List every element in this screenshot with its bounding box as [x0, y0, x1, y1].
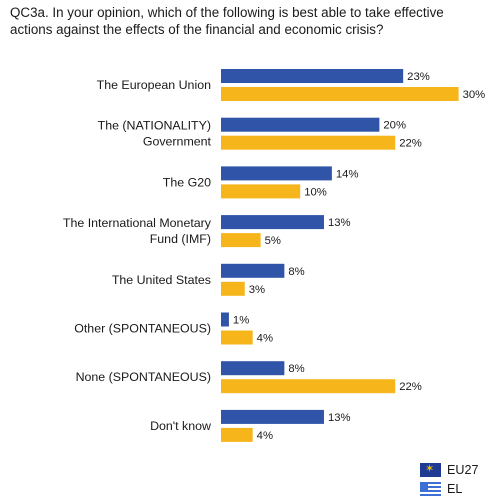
bar-eu27: [221, 312, 229, 327]
category-label: The United States: [112, 273, 211, 287]
bar-el: [221, 135, 396, 150]
value-label-eu27: 14%: [336, 168, 359, 180]
legend-label-eu27: EU27: [447, 462, 479, 477]
value-label-eu27: 8%: [288, 363, 304, 375]
bar-eu27: [221, 166, 332, 181]
value-label-eu27: 1%: [233, 315, 249, 327]
value-label-eu27: 20%: [383, 120, 406, 132]
eu-flag-icon: [420, 462, 441, 477]
legend-item-el: EL: [420, 479, 479, 498]
category-label: The (NATIONALITY) Government: [98, 119, 212, 149]
value-label-el: 10%: [304, 186, 327, 198]
bar-eu27: [221, 409, 324, 424]
chart-title: QC3a. In your opinion, which of the foll…: [10, 5, 444, 37]
bar-el: [221, 330, 253, 345]
bar-chart: The European Union 23% 30% The (NATIONALITY…: [63, 69, 486, 442]
value-label-el: 30%: [463, 89, 486, 101]
bar-el: [221, 184, 301, 199]
bar-el: [221, 87, 459, 101]
value-label-eu27: 23%: [407, 71, 430, 83]
value-label-el: 4%: [257, 430, 273, 442]
value-label-el: 22%: [399, 381, 422, 393]
bar-eu27: [221, 215, 324, 230]
value-label-eu27: 13%: [328, 217, 351, 229]
bar-el: [221, 281, 245, 296]
greece-flag-icon: [420, 481, 441, 496]
category-label: The European Union: [97, 78, 211, 92]
value-label-el: 22%: [399, 138, 422, 150]
value-label-el: 3%: [249, 284, 265, 296]
value-label-el: 5%: [265, 235, 281, 247]
bar-el: [221, 233, 261, 248]
value-label-el: 4%: [257, 333, 273, 345]
bar-eu27: [221, 361, 285, 376]
legend-label-el: EL: [447, 481, 463, 496]
bar-eu27: [221, 69, 404, 83]
value-label-eu27: 13%: [328, 412, 351, 424]
value-label-eu27: 8%: [288, 266, 304, 278]
bar-el: [221, 427, 253, 442]
category-label: Don't know: [150, 419, 211, 433]
bar-eu27: [221, 263, 285, 278]
category-label: Other (SPONTANEOUS): [74, 322, 211, 336]
bar-eu27: [221, 117, 380, 132]
category-label: The International Monetary Fund (IMF): [63, 216, 212, 246]
legend-item-eu27: EU27: [420, 460, 479, 479]
category-label: The G20: [163, 175, 211, 189]
category-label: None (SPONTANEOUS): [76, 370, 211, 384]
bar-el: [221, 379, 396, 394]
legend: EU27 EL: [420, 460, 479, 498]
